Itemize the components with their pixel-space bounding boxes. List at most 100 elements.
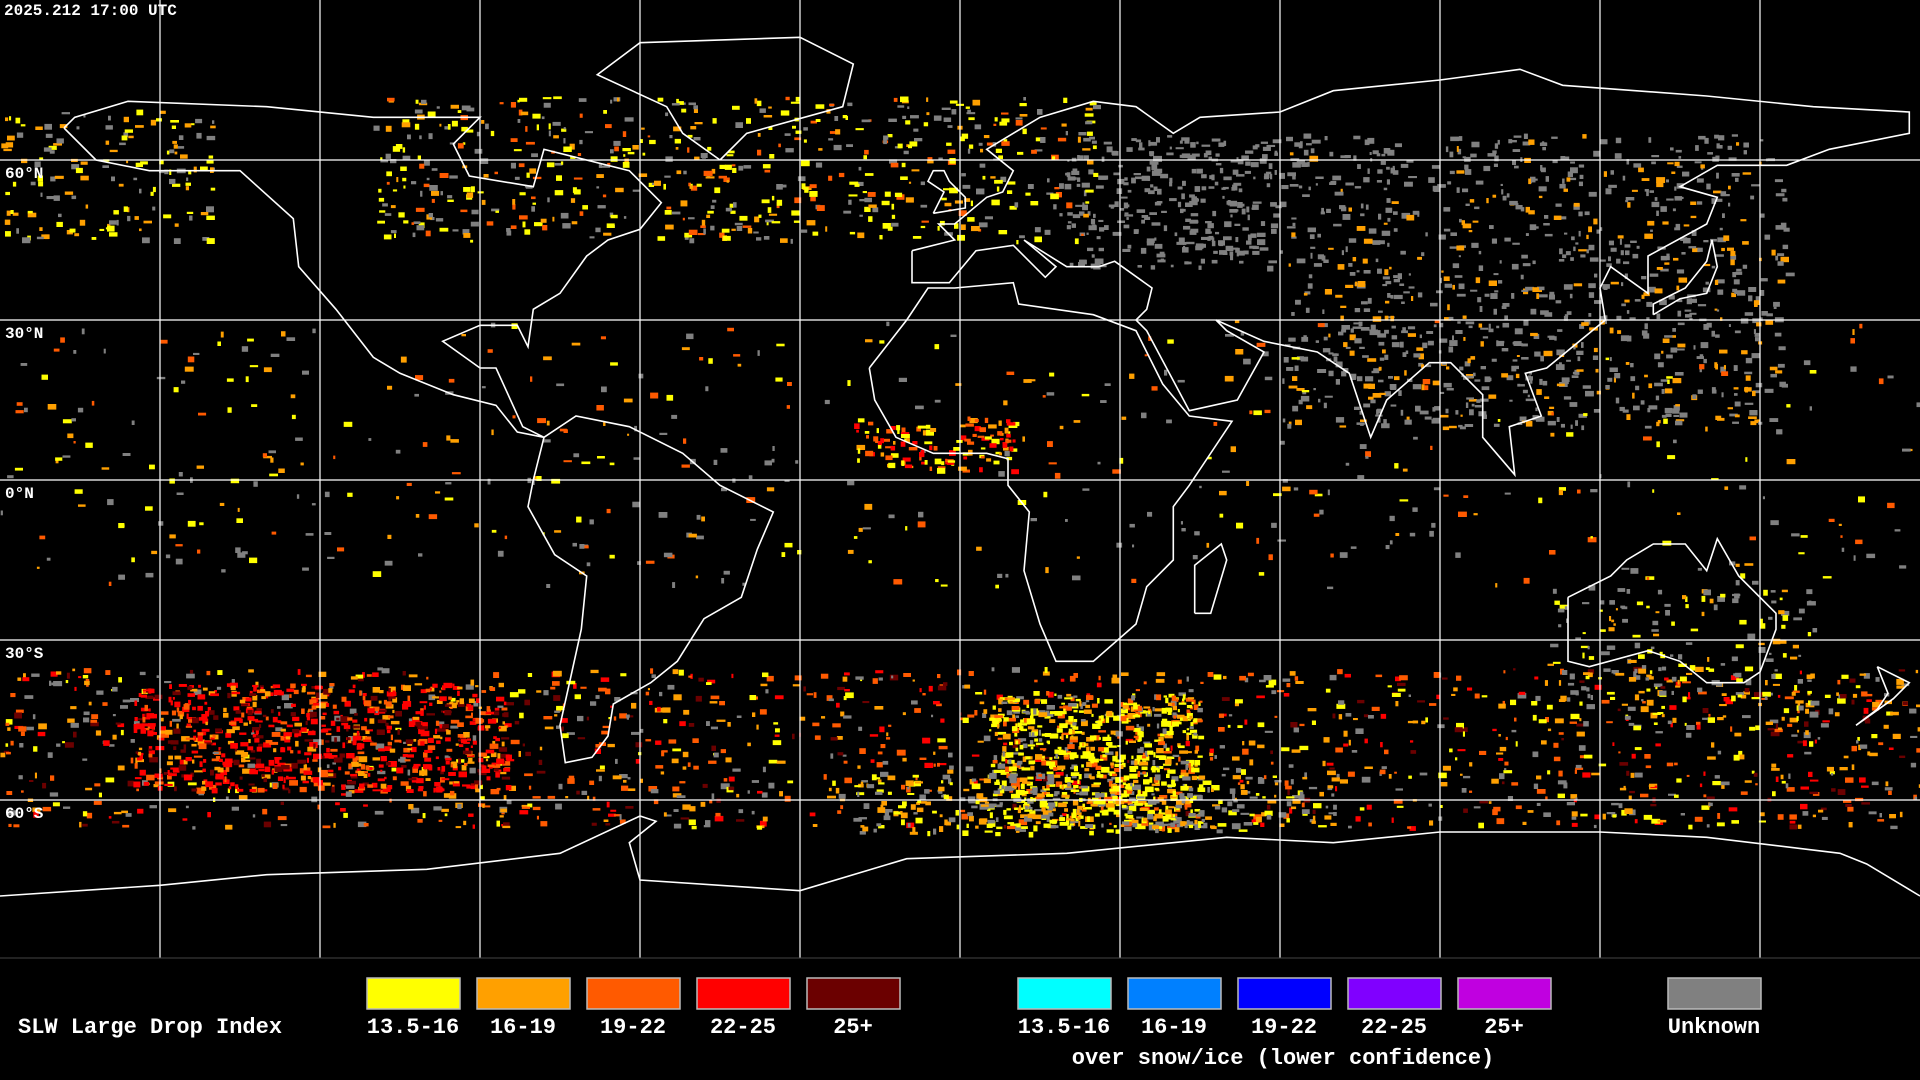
cloud-patch	[1606, 721, 1613, 724]
cloud-patch	[1890, 711, 1899, 716]
cloud-patch	[1654, 382, 1663, 387]
cloud-patch	[1012, 803, 1017, 810]
cloud-patch	[1262, 154, 1268, 160]
cloud-patch	[1703, 263, 1711, 267]
cloud-patch	[230, 782, 235, 787]
cloud-patch	[1055, 781, 1063, 787]
cloud-patch	[493, 736, 497, 739]
cloud-patch	[1564, 232, 1568, 235]
cloud-patch	[1730, 675, 1739, 681]
cloud-patch	[384, 776, 387, 780]
cloud-patch	[1914, 796, 1918, 801]
cloud-patch	[1601, 699, 1610, 704]
cloud-patch	[1024, 797, 1027, 801]
cloud-patch	[388, 686, 396, 693]
cloud-patch	[760, 683, 768, 687]
cloud-patch	[1536, 775, 1542, 780]
cloud-patch	[1218, 799, 1223, 804]
cloud-patch	[1180, 772, 1189, 777]
cloud-patch	[1210, 825, 1216, 829]
cloud-patch	[586, 716, 590, 721]
cloud-patch	[1101, 823, 1104, 828]
cloud-patch	[1615, 137, 1622, 144]
cloud-patch	[1357, 281, 1366, 287]
cloud-patch	[1186, 676, 1189, 682]
cloud-patch	[1722, 715, 1727, 718]
cloud-patch	[49, 792, 59, 797]
cloud-patch	[848, 194, 858, 197]
cloud-patch	[1040, 814, 1049, 819]
cloud-patch	[1255, 144, 1260, 148]
cloud-patch	[874, 706, 884, 710]
cloud-patch	[229, 682, 238, 688]
cloud-patch	[467, 761, 475, 764]
cloud-patch	[1122, 248, 1131, 252]
cloud-patch	[404, 759, 411, 762]
cloud-patch	[573, 177, 583, 180]
cloud-patch	[1020, 738, 1023, 743]
cloud-patch	[1009, 741, 1013, 746]
cloud-patch	[1400, 409, 1404, 416]
cloud-patch	[1223, 176, 1232, 181]
cloud-patch	[392, 189, 398, 192]
cloud-patch	[125, 813, 132, 817]
cloud-patch	[1176, 807, 1180, 811]
cloud-patch	[931, 714, 934, 718]
cloud-patch	[1098, 247, 1104, 252]
cloud-patch	[1046, 192, 1054, 195]
cloud-patch	[1425, 364, 1432, 368]
cloud-patch	[305, 721, 308, 726]
cloud-patch	[1055, 752, 1058, 759]
cloud-patch	[1137, 825, 1146, 830]
cloud-patch	[1754, 332, 1761, 337]
cloud-patch	[1283, 693, 1290, 697]
cloud-patch	[122, 824, 130, 828]
cloud-patch	[212, 734, 216, 738]
cloud-patch	[1209, 748, 1214, 753]
cloud-patch	[1875, 677, 1880, 682]
cloud-patch	[688, 723, 695, 727]
cloud-patch	[1502, 195, 1507, 201]
cloud-patch	[1517, 383, 1521, 387]
cloud-patch	[1043, 788, 1050, 791]
cloud-patch	[478, 725, 485, 731]
cloud-patch	[414, 683, 423, 686]
cloud-patch	[1111, 677, 1120, 684]
cloud-patch	[1458, 255, 1461, 258]
cloud-patch	[150, 688, 155, 694]
cloud-patch	[1218, 713, 1224, 718]
cloud-patch	[1266, 144, 1276, 147]
cloud-patch	[908, 144, 912, 149]
cloud-patch	[806, 693, 814, 696]
cloud-patch	[476, 131, 480, 137]
cloud-patch	[1311, 820, 1316, 824]
cloud-patch	[1777, 694, 1781, 698]
cloud-patch	[1799, 670, 1802, 675]
cloud-patch	[1664, 388, 1673, 394]
cloud-patch	[842, 115, 847, 119]
cloud-patch	[363, 804, 368, 807]
cloud-patch	[501, 707, 508, 711]
cloud-patch	[1099, 810, 1105, 813]
cloud-patch	[1392, 165, 1395, 169]
cloud-patch	[1288, 337, 1296, 342]
cloud-patch	[842, 754, 847, 757]
cloud-patch	[1381, 766, 1387, 770]
cloud-patch	[512, 199, 516, 205]
cloud-patch	[1292, 795, 1299, 799]
cloud-patch	[1385, 300, 1390, 304]
cloud-patch	[560, 212, 569, 219]
cloud-patch	[997, 723, 1000, 729]
cloud-patch	[170, 700, 173, 706]
cloud-patch	[1764, 234, 1771, 240]
cloud-patch	[1484, 293, 1490, 297]
cloud-patch	[961, 813, 969, 820]
cloud-patch	[1236, 804, 1245, 809]
cloud-patch	[1042, 786, 1045, 790]
cloud-patch	[1456, 245, 1465, 251]
cloud-patch	[1335, 294, 1343, 298]
cloud-patch	[1521, 343, 1528, 347]
cloud-patch	[1113, 715, 1122, 721]
cloud-patch	[1609, 357, 1612, 362]
cloud-patch	[1769, 418, 1779, 422]
